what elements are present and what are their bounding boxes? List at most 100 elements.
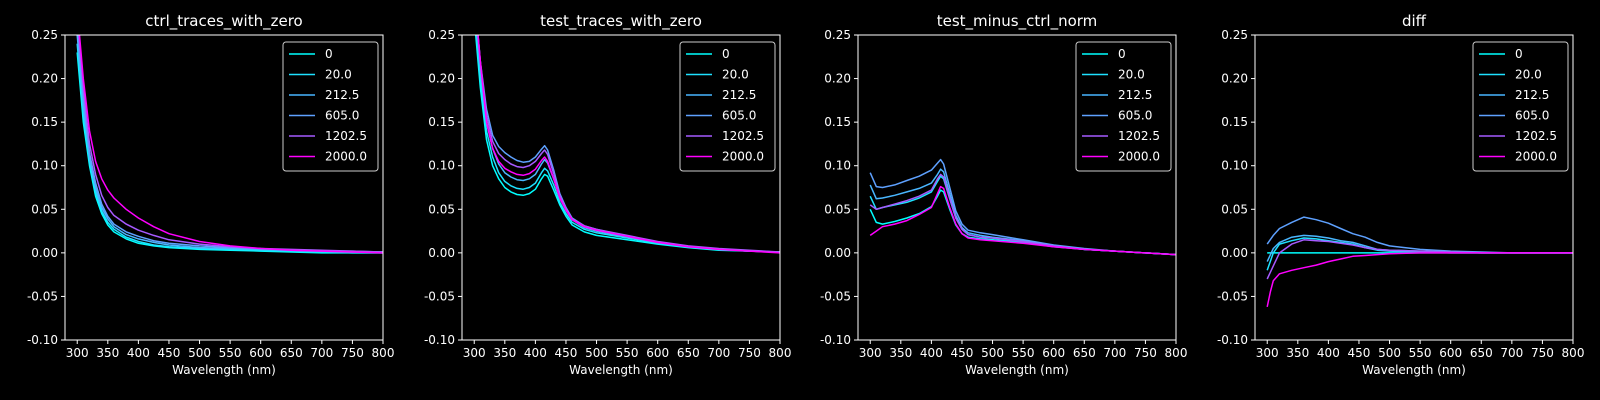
x-tick-label: 450 [1348, 346, 1371, 360]
legend-label: 212.5 [722, 88, 756, 102]
x-tick-label: 550 [219, 346, 242, 360]
x-tick-label: 650 [1073, 346, 1096, 360]
y-tick-label: 0.25 [824, 28, 851, 42]
legend-label: 2000.0 [1515, 150, 1557, 164]
legend-label: 605.0 [325, 109, 359, 123]
y-tick-label: 0.20 [1221, 72, 1248, 86]
x-tick-label: 600 [646, 346, 669, 360]
series-group [76, 35, 383, 254]
x-tick-label: 650 [1470, 346, 1493, 360]
chart-title: test_minus_ctrl_norm [937, 12, 1098, 31]
x-tick-label: 800 [372, 346, 395, 360]
x-tick-label: 600 [1042, 346, 1065, 360]
legend-label: 605.0 [1118, 109, 1152, 123]
x-tick-label: 350 [889, 346, 912, 360]
y-tick-label: 0.20 [31, 72, 58, 86]
series-line-1202.5 [1266, 239, 1573, 280]
series-line-20.0 [76, 43, 383, 254]
y-tick-label: 0.25 [31, 28, 58, 42]
y-tick-label: -0.05 [424, 289, 455, 303]
x-tick-label: 750 [1134, 346, 1157, 360]
series-line-1202.5 [77, 35, 383, 253]
x-tick-label: 550 [616, 346, 639, 360]
legend-label: 20.0 [1515, 68, 1542, 82]
legend-label: 605.0 [1515, 109, 1549, 123]
y-tick-label: 0.20 [824, 72, 851, 86]
series-group [1266, 216, 1573, 308]
x-tick-label: 350 [96, 346, 119, 360]
legend-label: 2000.0 [325, 150, 367, 164]
legend-label: 1202.5 [1118, 129, 1160, 143]
y-tick-label: -0.05 [820, 289, 851, 303]
x-axis-label: Wavelength (nm) [1362, 363, 1466, 377]
chart-panel-4: diff 300 350 400 450 500 550 600 650 700 750 800 0.2… [1217, 12, 1585, 377]
y-tick-label: 0.00 [31, 246, 58, 260]
series-group [869, 158, 1176, 256]
legend-label: 20.0 [325, 68, 352, 82]
x-axis-label: Wavelength (nm) [965, 363, 1069, 377]
legend-label: 0 [1118, 47, 1126, 61]
x-axis-label: Wavelength (nm) [172, 363, 276, 377]
y-tick-label: 0.00 [428, 246, 455, 260]
series-line-1202.5 [477, 35, 780, 253]
x-tick-label: 400 [524, 346, 547, 360]
x-tick-label: 400 [1317, 346, 1340, 360]
x-tick-label: 700 [707, 346, 730, 360]
series-line-605.0 [869, 158, 1176, 256]
legend: 0 20.0 212.5 605.0 1202.5 2000.0 [1075, 41, 1172, 172]
y-tick-label: 0.15 [1221, 115, 1248, 129]
x-tick-label: 300 [463, 346, 486, 360]
legend-label: 1202.5 [1515, 129, 1557, 143]
axes-frame [461, 34, 781, 341]
x-tick-label: 300 [859, 346, 882, 360]
legend-label: 0 [325, 47, 333, 61]
y-tick-label: -0.10 [1217, 333, 1248, 347]
y-tick-label: -0.10 [27, 333, 58, 347]
y-tick-label: 0.05 [428, 202, 455, 216]
y-tick-label: 0.10 [31, 159, 58, 173]
axes-frame [1254, 34, 1574, 341]
legend-label: 1202.5 [722, 129, 764, 143]
y-tick-label: 0.05 [824, 202, 851, 216]
x-tick-label: 700 [1103, 346, 1126, 360]
x-tick-label: 300 [1256, 346, 1279, 360]
y-tick-label: 0.00 [824, 246, 851, 260]
y-tick-label: 0.10 [428, 159, 455, 173]
x-axis-label: Wavelength (nm) [569, 363, 673, 377]
legend: 0 20.0 212.5 605.0 1202.5 2000.0 [282, 41, 379, 172]
y-tick-label: 0.25 [428, 28, 455, 42]
series-line-2000.0 [1266, 252, 1573, 308]
x-tick-label: 550 [1409, 346, 1432, 360]
y-tick-label: 0.10 [1221, 159, 1248, 173]
x-tick-label: 600 [1439, 346, 1462, 360]
x-tick-label: 450 [555, 346, 578, 360]
x-tick-label: 450 [158, 346, 181, 360]
series-line-20.0 [475, 35, 780, 253]
series-line-605.0 [1266, 216, 1573, 254]
legend-label: 1202.5 [325, 129, 367, 143]
x-tick-label: 650 [677, 346, 700, 360]
x-tick-label: 450 [951, 346, 974, 360]
chart-panel-1: ctrl_traces_with_zero 300 350 400 450 500 550 6… [27, 12, 395, 377]
y-tick-label: 0.05 [31, 202, 58, 216]
legend-label: 212.5 [325, 88, 359, 102]
y-tick-label: -0.05 [27, 289, 58, 303]
legend-label: 2000.0 [1118, 150, 1160, 164]
series-line-2000.0 [477, 35, 780, 254]
x-tick-label: 750 [1531, 346, 1554, 360]
axes-frame [857, 34, 1177, 341]
x-tick-label: 550 [1012, 346, 1035, 360]
x-tick-label: 700 [310, 346, 333, 360]
x-tick-label: 650 [280, 346, 303, 360]
axes-frame [64, 34, 384, 341]
y-tick-label: 0.15 [428, 115, 455, 129]
x-tick-label: 700 [1500, 346, 1523, 360]
y-tick-label: 0.05 [1221, 202, 1248, 216]
legend-label: 0 [1515, 47, 1523, 61]
series-line-0 [474, 35, 780, 253]
x-tick-label: 500 [188, 346, 211, 360]
x-tick-label: 400 [920, 346, 943, 360]
series-line-0 [76, 52, 383, 254]
x-tick-label: 500 [585, 346, 608, 360]
